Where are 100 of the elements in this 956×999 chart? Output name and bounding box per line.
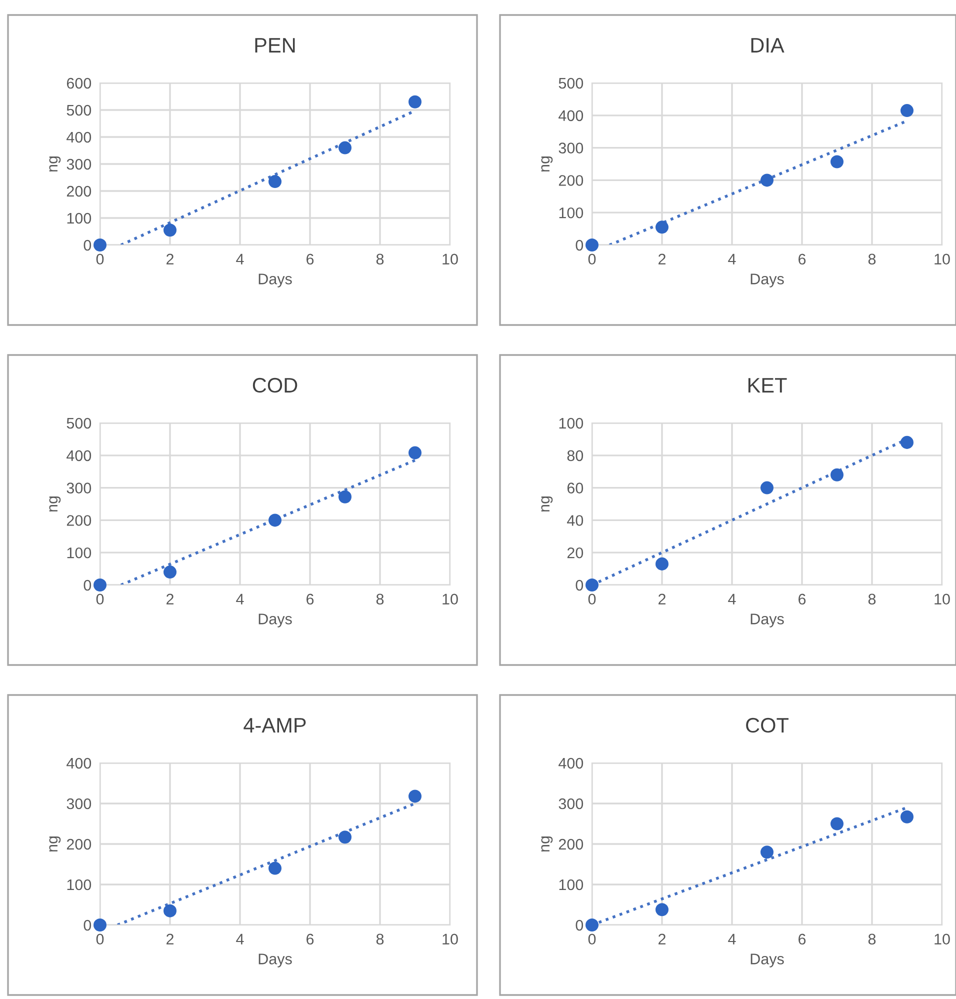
chart-title: 4-AMP <box>244 718 306 732</box>
x-axis-title: Days <box>258 614 292 628</box>
y-tick-label: 300 <box>558 142 584 154</box>
x-tick-label: 2 <box>658 934 666 944</box>
x-tick-label: 2 <box>166 934 174 944</box>
x-axis-title: Days <box>750 614 784 628</box>
x-tick-label: 2 <box>166 594 174 604</box>
x-tick-label: 0 <box>96 934 104 945</box>
chart-title: PEN <box>255 38 295 52</box>
x-tick-label: 8 <box>868 934 876 945</box>
x-tick-label: 10 <box>442 254 458 265</box>
y-tick-label: 500 <box>558 78 584 89</box>
y-tick-label: 200 <box>558 838 584 850</box>
y-tick-label: 400 <box>66 450 92 462</box>
chart-title: COT <box>746 718 789 733</box>
x-tick-label: 4 <box>236 934 244 944</box>
chart-title: COD <box>252 378 298 393</box>
y-tick-label: 300 <box>558 798 584 810</box>
y-tick-label: 100 <box>67 212 92 224</box>
y-tick-label: 100 <box>67 547 92 558</box>
x-axis-title: Days <box>258 274 292 288</box>
point <box>93 578 107 592</box>
x-tick-label: 10 <box>934 934 950 945</box>
x-tick-label: 6 <box>306 594 314 605</box>
point <box>408 95 422 108</box>
y-tick-label: 100 <box>559 418 584 429</box>
point <box>585 238 599 252</box>
point <box>163 224 177 237</box>
x-tick-label: 4 <box>728 934 736 944</box>
point <box>93 238 107 252</box>
y-tick-label: 0 <box>576 580 584 591</box>
x-tick-label: 6 <box>798 934 806 945</box>
chart-title: KET <box>748 378 787 392</box>
y-tick-label: 400 <box>66 132 92 143</box>
x-tick-label: 0 <box>588 934 596 945</box>
x-tick-label: 10 <box>442 594 458 605</box>
point <box>655 557 669 570</box>
x-tick-label: 0 <box>588 254 596 265</box>
point <box>338 141 352 154</box>
y-tick-label: 100 <box>559 207 584 218</box>
y-tick-label: 200 <box>558 175 584 186</box>
y-tick-label: 0 <box>84 240 92 251</box>
y-tick-label: 400 <box>558 758 584 769</box>
y-tick-label: 300 <box>66 482 92 494</box>
y-tick-label: 20 <box>567 547 584 558</box>
point <box>760 846 774 859</box>
x-tick-label: 8 <box>376 594 384 605</box>
y-axis-title: ng <box>541 836 553 852</box>
y-tick-label: 200 <box>66 186 92 197</box>
x-tick-label: 6 <box>306 934 314 945</box>
point <box>760 174 774 187</box>
y-tick-label: 400 <box>66 758 92 769</box>
x-tick-label: 0 <box>96 254 104 265</box>
point <box>900 104 914 118</box>
point <box>163 904 177 918</box>
y-tick-label: 300 <box>66 798 92 810</box>
point <box>655 220 669 234</box>
point <box>655 903 669 916</box>
x-tick-label: 4 <box>728 594 736 604</box>
point <box>268 175 282 188</box>
point <box>408 790 422 803</box>
point <box>900 436 914 449</box>
x-axis-title: Days <box>750 274 784 288</box>
y-tick-label: 200 <box>66 515 92 526</box>
point <box>760 481 774 494</box>
y-axis-title: ng <box>49 156 61 172</box>
point <box>830 817 844 830</box>
point <box>830 155 844 168</box>
y-axis-title: ng <box>541 496 553 512</box>
point <box>585 918 599 932</box>
chart-title: DIA <box>751 38 784 52</box>
x-tick-label: 6 <box>798 594 806 605</box>
x-tick-label: 4 <box>728 254 736 264</box>
y-tick-label: 400 <box>558 110 584 122</box>
point <box>830 468 844 482</box>
x-tick-label: 8 <box>376 934 384 945</box>
y-axis-title: ng <box>49 836 61 852</box>
y-axis-title: ng <box>49 496 61 512</box>
x-tick-label: 8 <box>868 254 876 265</box>
x-tick-label: 2 <box>658 254 666 264</box>
y-axis-title: ng <box>541 156 553 172</box>
point <box>163 566 177 579</box>
y-tick-label: 600 <box>66 78 92 89</box>
y-tick-label: 500 <box>66 104 92 116</box>
y-tick-label: 500 <box>66 418 92 429</box>
point <box>338 830 352 844</box>
x-tick-label: 2 <box>166 254 174 264</box>
x-tick-label: 4 <box>236 594 244 604</box>
x-tick-label: 0 <box>588 594 596 605</box>
y-tick-label: 0 <box>576 920 584 931</box>
y-tick-label: 40 <box>567 515 584 526</box>
point <box>408 446 422 460</box>
y-tick-label: 100 <box>67 879 92 890</box>
x-tick-label: 2 <box>658 594 666 604</box>
x-tick-label: 6 <box>798 254 806 265</box>
point <box>585 578 599 592</box>
point <box>338 490 352 504</box>
x-tick-label: 0 <box>96 594 104 605</box>
x-tick-label: 6 <box>306 254 314 265</box>
y-tick-label: 0 <box>84 580 92 591</box>
